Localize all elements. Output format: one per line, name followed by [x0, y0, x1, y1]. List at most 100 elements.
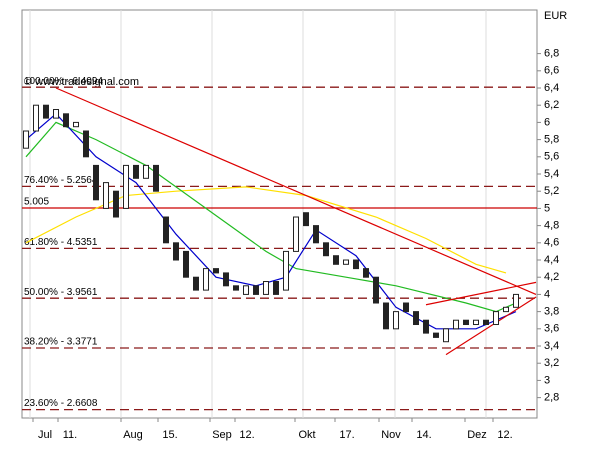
- candle-body: [273, 281, 279, 295]
- y-tick-label: 4,4: [544, 254, 559, 266]
- y-tick-label: 3,6: [544, 323, 559, 335]
- trend-line: [425, 281, 537, 306]
- y-tick-label: 6,2: [544, 99, 559, 111]
- candle-body: [243, 285, 249, 295]
- trend-line: [445, 296, 537, 356]
- x-tick-label: 12.: [239, 429, 254, 441]
- y-tick-label: 6,6: [544, 65, 559, 77]
- candle-body: [103, 182, 109, 209]
- x-tick-label: 15.: [162, 429, 177, 441]
- candle-body: [173, 242, 179, 261]
- x-tick-label: Dez: [467, 429, 487, 441]
- candle-body: [393, 311, 399, 330]
- y-tick-label: 4,6: [544, 237, 559, 249]
- x-tick-label: Aug: [123, 429, 143, 441]
- y-tick-label: 4: [544, 288, 550, 300]
- candle-body: [183, 250, 189, 278]
- x-tick-label: Nov: [381, 429, 401, 441]
- level-label: 50.00% - 3.9561: [24, 287, 98, 298]
- candle-body: [303, 212, 309, 227]
- y-tick-label: 3,8: [544, 306, 559, 318]
- y-tick-label: 5,6: [544, 151, 559, 163]
- candle-body: [213, 268, 219, 274]
- indicator-line: [25, 186, 507, 274]
- y-tick-label: 5,4: [544, 168, 559, 180]
- candle-body: [403, 302, 409, 313]
- candle-body: [323, 242, 329, 257]
- y-tick-label: 6: [544, 116, 550, 128]
- candle-body: [93, 164, 99, 201]
- watermark: © www.tradesignal.com: [24, 76, 139, 88]
- candle-body: [223, 272, 229, 287]
- candle-body: [33, 104, 39, 132]
- candle-body: [443, 328, 449, 343]
- candle-body: [453, 319, 459, 330]
- candle-body: [483, 319, 489, 326]
- candle-body: [43, 104, 49, 119]
- candle-body: [63, 113, 69, 128]
- level-label: 5.005: [24, 197, 49, 208]
- x-tick-label: 12.: [497, 429, 512, 441]
- y-tick-label: 3: [544, 374, 550, 386]
- indicator-line: [25, 121, 517, 313]
- candle-body: [493, 311, 499, 326]
- candle-body: [373, 276, 379, 304]
- currency-label: EUR: [544, 10, 567, 22]
- candle-body: [383, 302, 389, 330]
- candle-body: [143, 164, 149, 179]
- candle-body: [203, 268, 209, 291]
- y-tick-label: 5,2: [544, 185, 559, 197]
- plot-area: [21, 9, 538, 419]
- x-tick-label: 17.: [339, 429, 354, 441]
- x-tick-label: Okt: [298, 429, 315, 441]
- candle-body: [163, 216, 169, 244]
- candle-body: [513, 293, 519, 308]
- indicator-line: [25, 112, 517, 330]
- candle-body: [53, 109, 59, 119]
- candle-body: [133, 164, 139, 179]
- y-tick-label: 6,8: [544, 48, 559, 60]
- candle-body: [353, 259, 359, 270]
- candle-body: [123, 164, 129, 209]
- candle-body: [433, 332, 439, 338]
- x-tick-label: Jul: [38, 429, 52, 441]
- candle-body: [23, 130, 29, 149]
- candle-body: [363, 268, 369, 278]
- candle-body: [313, 225, 319, 244]
- y-tick-label: 5,8: [544, 134, 559, 146]
- trend-line: [55, 87, 537, 295]
- candle-body: [343, 259, 349, 265]
- candle-body: [293, 216, 299, 252]
- x-tick-label: 11.: [63, 429, 77, 441]
- candle-body: [113, 190, 119, 218]
- candle-body: [153, 164, 159, 192]
- x-tick-label: 14.: [416, 429, 431, 441]
- vertical-grid: [29, 10, 487, 418]
- candle-body: [233, 285, 239, 291]
- level-label: 38.20% - 3.3771: [24, 337, 98, 348]
- level-label: 23.60% - 2.6608: [24, 398, 98, 409]
- y-tick-label: 3,4: [544, 340, 559, 352]
- y-tick-label: 3,2: [544, 357, 559, 369]
- candle-body: [503, 306, 509, 313]
- y-tick-label: 6,4: [544, 82, 559, 94]
- candle-body: [73, 121, 79, 128]
- candle-body: [283, 250, 289, 291]
- candle-body: [83, 130, 89, 158]
- candle-body: [463, 319, 469, 326]
- candle-body: [263, 281, 269, 295]
- x-tick-label: Sep: [212, 429, 232, 441]
- y-tick-label: 4,8: [544, 220, 559, 232]
- y-tick-label: 4,2: [544, 271, 559, 283]
- candle-body: [333, 255, 339, 265]
- candle-body: [253, 285, 259, 295]
- candle-body: [193, 276, 199, 291]
- level-label: 61.80% - 4.5351: [24, 237, 98, 248]
- level-label: 100.00% - 6.4094: [24, 76, 103, 87]
- candle-body: [413, 311, 419, 326]
- y-tick-label: 5: [544, 202, 550, 214]
- level-label: 76.40% - 5.2564: [24, 175, 98, 186]
- candle-body: [473, 319, 479, 326]
- candle-body: [423, 319, 429, 334]
